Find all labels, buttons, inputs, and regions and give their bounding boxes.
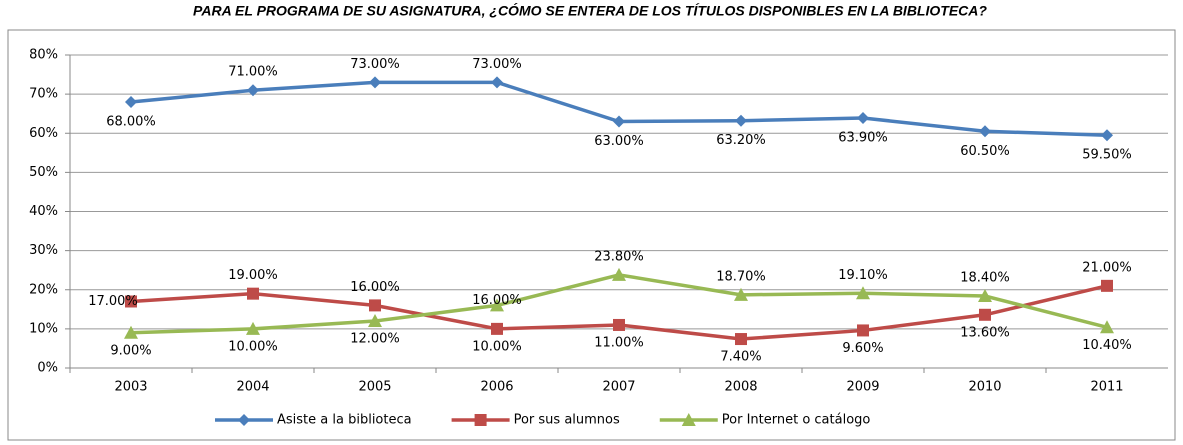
data-label: 59.50% — [1082, 148, 1132, 163]
marker — [1101, 279, 1113, 292]
marker — [978, 289, 992, 303]
marker — [368, 314, 382, 328]
marker — [247, 84, 259, 97]
data-label: 63.90% — [838, 130, 888, 145]
x-tick-label: 2009 — [846, 380, 879, 395]
legend-label: Por sus alumnos — [514, 413, 620, 428]
data-label: 63.00% — [594, 134, 644, 149]
marker — [735, 333, 747, 346]
y-tick-label: 0% — [37, 361, 58, 376]
y-tick-label: 60% — [29, 126, 58, 141]
data-label: 18.70% — [716, 269, 766, 284]
data-label: 7.40% — [720, 350, 761, 365]
data-label: 10.40% — [1082, 338, 1132, 353]
data-label: 18.40% — [960, 271, 1010, 286]
marker — [246, 321, 260, 335]
data-label: 10.00% — [472, 339, 522, 354]
marker — [238, 414, 250, 426]
legend-label: Por Internet o catálogo — [722, 413, 871, 428]
data-label: 73.00% — [350, 57, 400, 72]
marker — [247, 287, 259, 300]
data-label: 12.00% — [350, 332, 400, 347]
y-tick-label: 20% — [29, 282, 58, 297]
marker — [125, 295, 137, 308]
marker — [1101, 129, 1113, 142]
marker — [612, 267, 626, 281]
marker — [125, 95, 137, 108]
data-label: 63.20% — [716, 133, 766, 148]
data-label: 73.00% — [472, 57, 522, 72]
x-tick-label: 2007 — [602, 380, 635, 395]
marker — [491, 76, 503, 89]
data-label: 17.00% — [88, 294, 138, 309]
x-tick-label: 2005 — [358, 380, 391, 395]
data-label: 13.60% — [960, 325, 1010, 340]
chart-title: PARA EL PROGRAMA DE SU ASIGNATURA, ¿CÓMO… — [193, 2, 987, 19]
data-label: 19.00% — [228, 268, 278, 283]
data-label: 68.00% — [106, 114, 156, 129]
x-tick-label: 2011 — [1090, 380, 1123, 395]
data-label: 16.00% — [350, 280, 400, 295]
marker — [681, 413, 696, 426]
x-tick-label: 2010 — [968, 380, 1001, 395]
x-tick-label: 2004 — [236, 380, 269, 395]
marker — [734, 287, 748, 301]
marker — [369, 299, 381, 312]
marker — [491, 322, 503, 335]
marker — [474, 414, 487, 426]
y-tick-label: 80% — [29, 48, 58, 63]
data-label: 11.00% — [594, 335, 644, 350]
y-tick-label: 30% — [29, 243, 58, 258]
marker — [979, 308, 991, 321]
x-tick-label: 2006 — [480, 380, 513, 395]
marker — [490, 298, 504, 312]
marker — [613, 115, 625, 128]
marker — [979, 125, 991, 138]
y-tick-label: 70% — [29, 87, 58, 102]
data-label: 9.60% — [842, 341, 883, 356]
data-label: 21.00% — [1082, 260, 1132, 275]
marker — [857, 111, 869, 124]
marker — [369, 76, 381, 89]
data-label: 9.00% — [110, 343, 151, 358]
data-label: 23.80% — [594, 249, 644, 264]
y-tick-label: 10% — [29, 321, 58, 336]
x-tick-label: 2008 — [724, 380, 757, 395]
chart-frame — [7, 29, 1176, 441]
x-tick-label: 2003 — [114, 380, 147, 395]
data-label: 10.00% — [228, 339, 278, 354]
marker — [613, 318, 625, 331]
marker — [124, 325, 138, 339]
data-label: 60.50% — [960, 144, 1010, 159]
marker — [857, 324, 869, 337]
marker — [1100, 320, 1114, 334]
data-label: 16.00% — [472, 293, 522, 308]
data-label: 71.00% — [228, 65, 278, 80]
data-label: 19.10% — [838, 268, 888, 283]
marker — [856, 286, 870, 300]
marker — [735, 114, 747, 127]
y-tick-label: 40% — [29, 204, 58, 219]
legend-label: Asiste a la biblioteca — [277, 413, 412, 428]
y-tick-label: 50% — [29, 165, 58, 180]
